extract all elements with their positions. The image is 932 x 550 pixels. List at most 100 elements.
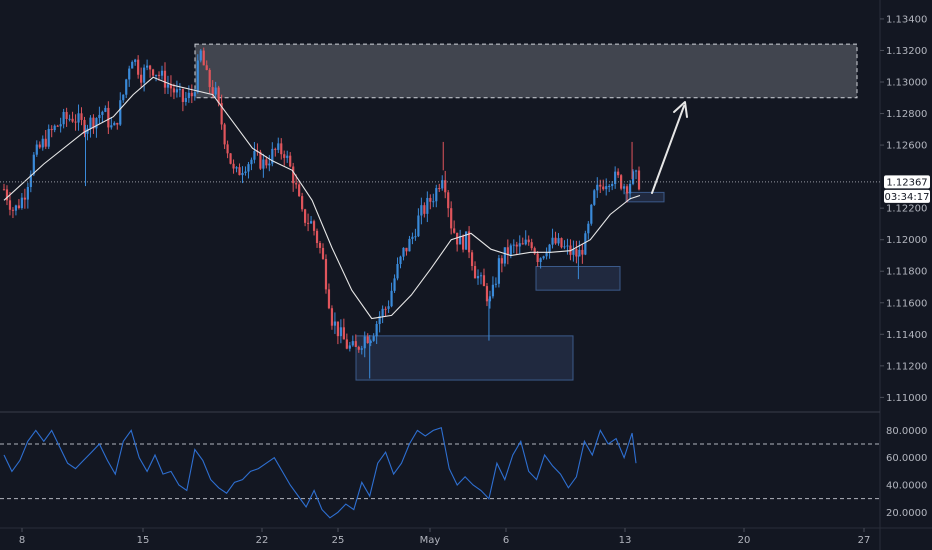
candle-body [339, 327, 342, 337]
candle-body [190, 92, 193, 97]
candle-body [80, 113, 83, 120]
candle-body [354, 341, 357, 347]
zones-layer [194, 43, 858, 381]
price-tick-label: 1.12000 [886, 235, 927, 246]
candle-body [8, 200, 12, 210]
candles-layer [2, 47, 641, 379]
candle-body [304, 209, 307, 223]
candle-body [587, 223, 590, 234]
candle-body [315, 230, 319, 244]
candle-body [366, 336, 369, 344]
candle-body [408, 238, 411, 252]
candle-body [154, 74, 158, 76]
candle-body [244, 171, 247, 173]
candle-body [515, 244, 518, 247]
candle-body [265, 159, 268, 166]
price-axis-labels[interactable]: 1.13400 1.13200 1.13000 1.12800 1.12600 1.122… [880, 14, 927, 404]
candle-body [283, 154, 286, 158]
candle-body [444, 180, 447, 193]
candle-body [29, 174, 32, 187]
candle-body [506, 247, 509, 255]
candle-body [274, 148, 277, 150]
candle-body [479, 275, 483, 277]
candle-body [527, 239, 530, 243]
candle-body [187, 92, 190, 99]
candle-body [116, 122, 119, 125]
candle-body [89, 117, 92, 129]
candle-body [59, 124, 62, 127]
candle-body [464, 231, 468, 250]
candle-body [518, 243, 521, 247]
candle-body [321, 247, 325, 259]
candle-body [163, 70, 167, 88]
candle-body [262, 159, 265, 169]
candle-body [369, 340, 372, 344]
candle-body [348, 345, 351, 349]
time-tick-label: 20 [738, 535, 751, 546]
candle-body [491, 284, 495, 297]
candle-body [494, 283, 498, 285]
candle-body [65, 111, 68, 119]
candle-body [456, 232, 459, 245]
time-axis-labels[interactable]: 8 15 22 25 May 6 13 20 27 [19, 528, 871, 546]
candle-body [226, 144, 229, 154]
candle-body [551, 237, 554, 245]
candle-body [578, 249, 581, 257]
candle-body [107, 107, 110, 128]
price-tick-label: 1.12800 [886, 109, 927, 120]
candle-body [429, 197, 432, 202]
rsi-tick-label: 40.0000 [886, 481, 927, 492]
candle-body [530, 242, 533, 249]
price-tick-label: 1.12200 [886, 204, 927, 215]
candle-body [584, 233, 587, 255]
price-tick-label: 1.13400 [886, 14, 927, 25]
candle-body [405, 247, 408, 252]
candle-body [298, 184, 301, 197]
candle-body [44, 138, 47, 147]
candle-body [151, 69, 155, 76]
candle-body [447, 192, 450, 209]
candle-body [62, 111, 65, 125]
candle-body [23, 197, 26, 200]
rsi-line [3, 426, 637, 519]
candle-body [110, 125, 113, 128]
candle-body [68, 118, 71, 120]
candle-body [289, 155, 292, 167]
candle-body [438, 188, 441, 190]
candle-body [312, 221, 316, 231]
candle-body [521, 243, 524, 245]
candle-body [178, 89, 181, 91]
candle-body [202, 50, 205, 66]
candle-body [384, 308, 387, 310]
candle-body [596, 184, 599, 191]
current-price-label: 1.12367 [886, 177, 927, 188]
candle-body [393, 278, 396, 291]
candle-body [113, 122, 116, 126]
candle-body [38, 144, 41, 148]
zone-demand [355, 335, 574, 381]
candle-body [2, 189, 6, 191]
candle-body [286, 155, 289, 158]
projection-arrow [651, 101, 688, 194]
candle-body [467, 231, 471, 253]
time-tick-label: 27 [858, 535, 871, 546]
candle-body [554, 237, 557, 244]
candle-body [336, 321, 339, 337]
candle-body [625, 186, 629, 194]
candle-body [327, 289, 331, 309]
candle-body [631, 171, 635, 184]
candle-body [581, 249, 584, 255]
candle-body [432, 201, 435, 203]
candle-body [32, 154, 35, 175]
candle-body [166, 84, 170, 88]
candle-body [435, 188, 438, 202]
candle-body [503, 247, 506, 264]
candle-body [441, 180, 444, 189]
candle-body [241, 172, 244, 176]
candle-body [381, 308, 384, 317]
candle-body [92, 117, 95, 129]
candle-body [396, 264, 399, 279]
candle-body [566, 245, 569, 247]
